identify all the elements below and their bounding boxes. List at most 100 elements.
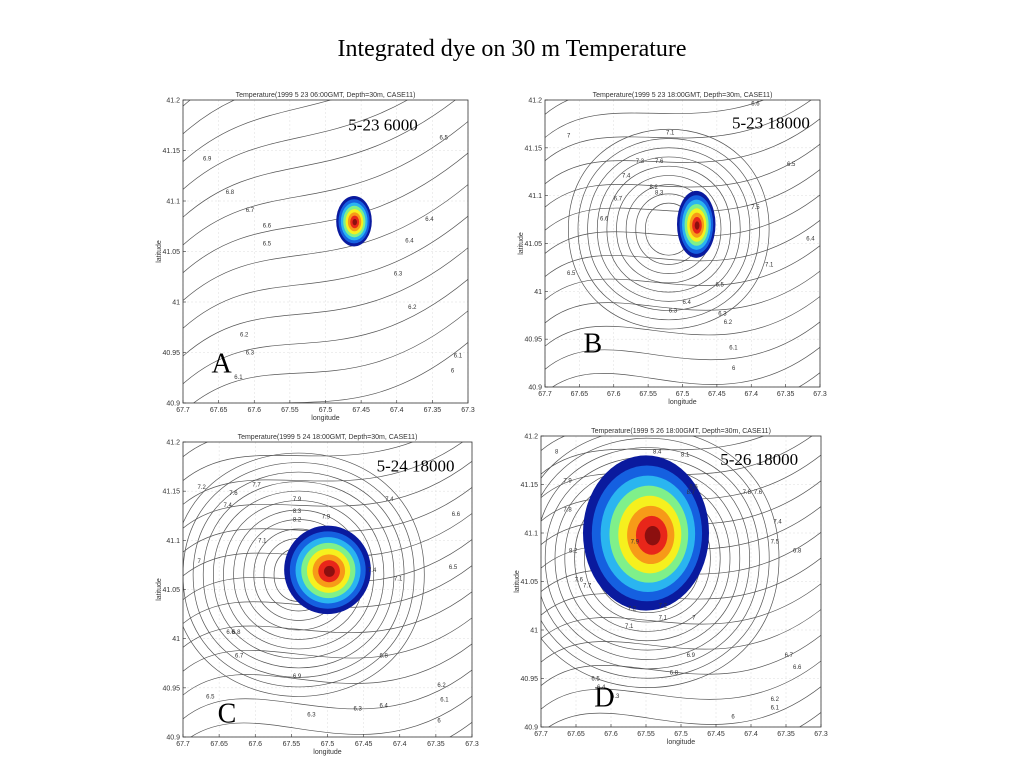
x-tick-label: 67.45 <box>708 391 726 398</box>
time-tag: 5-23 18000 <box>732 114 810 133</box>
contour-label: 6 <box>451 369 455 375</box>
contour-label: 7.9 <box>322 515 331 521</box>
contour-label: 8.3 <box>293 509 302 515</box>
x-tick-label: 67.45 <box>352 407 370 414</box>
y-tick-label: 40.9 <box>166 735 180 742</box>
contour-label: 6.2 <box>408 305 417 311</box>
x-axis-label: longitude <box>667 739 696 746</box>
plot-title: Temperature(1999 5 23 18:00GMT, Depth=30… <box>593 92 773 99</box>
contour-label: 6.4 <box>425 217 434 223</box>
contour-label: 7.1 <box>394 577 403 583</box>
x-tick-label: 67.5 <box>674 731 688 738</box>
contour-plot: 7.2 7.6 7.4 7.7 7.9 8.3 8.2 7.9 7.4 7.1 7 6.8 6.7 6.6… <box>156 434 479 756</box>
contour-labels: 6.6 7 7.1 7.3 7.4 7.6 8.28.3 7.5 7.1 6.5 6.7 6.6 6.5… <box>567 102 815 372</box>
y-tick-label: 41 <box>172 636 180 643</box>
contour-labels: 87.97.88.28.4 8.18.68.77.97.8 7.67.47.57.6… <box>555 449 802 720</box>
x-tick-label: 67.45 <box>707 731 725 738</box>
contour-label: 8.2 <box>293 518 302 524</box>
contour-label: 6.8 <box>793 548 802 554</box>
slide-title: Integrated dye on 30 m Temperature <box>337 36 687 62</box>
x-tick-label: 67.7 <box>176 407 190 414</box>
contour-label: 6.4 <box>597 685 606 691</box>
x-tick-label: 67.5 <box>676 391 690 398</box>
contour-label: 6 <box>731 714 735 720</box>
contour-label: 7.1 <box>625 624 634 630</box>
y-tick-label: 41.05 <box>162 587 180 594</box>
contour-label: 6.4 <box>806 237 815 243</box>
contour-label: 8.2 <box>650 185 659 191</box>
x-tick-label: 67.35 <box>777 731 795 738</box>
y-axis-label: latitude <box>156 578 163 601</box>
y-axis-label: latitude <box>518 232 525 255</box>
contour-label: 8.1 <box>681 452 690 458</box>
contour-label: 6.7 <box>235 653 244 659</box>
contour-label: 7.6 <box>754 490 763 496</box>
x-tick-label: 67.5 <box>321 741 335 748</box>
y-tick-label: 41.2 <box>524 434 538 441</box>
contour-label: 6.2 <box>724 320 733 326</box>
y-tick-label: 41.05 <box>162 249 180 256</box>
y-tick-label: 41.05 <box>524 241 542 248</box>
contour-label: 6.5 <box>787 162 796 168</box>
x-tick-label: 67.6 <box>248 741 262 748</box>
contour-labels: 6.9 6.8 6.7 6.6 6.5 6.5 6.4 6.4 6.3 6.3 6.2 6.2 6.1 6… <box>203 135 463 380</box>
contour-label: 6.2 <box>771 697 780 703</box>
contour-label: 6.8 <box>670 671 679 677</box>
dye-patch <box>583 455 709 611</box>
panel-letter: C <box>218 698 237 729</box>
x-tick-label: 67.6 <box>604 731 618 738</box>
contour-label: 6.2 <box>240 332 249 338</box>
contour-label: 6.7 <box>614 196 623 202</box>
panel-c: 7.2 7.6 7.4 7.7 7.9 8.3 8.2 7.9 7.4 7.1 7 6.8 6.7 6.6… <box>155 430 485 760</box>
dye-patch <box>677 190 716 258</box>
contour-label: 6.8 <box>232 630 241 636</box>
x-tick-label: 67.6 <box>607 391 621 398</box>
contour-label: 7.6 <box>575 578 584 584</box>
y-axis-label: latitude <box>156 240 163 263</box>
contour-label: 7.7 <box>583 583 592 589</box>
contour-label: 7.4 <box>223 503 232 509</box>
y-tick-label: 40.9 <box>528 385 542 392</box>
y-tick-label: 41.1 <box>166 199 180 206</box>
x-tick-label: 67.55 <box>637 731 655 738</box>
contour-label: 8 <box>555 449 559 455</box>
contour-label: 7.4 <box>622 173 631 179</box>
x-tick-label: 67.65 <box>567 731 585 738</box>
dye-patch <box>284 525 371 615</box>
panel-letter: D <box>594 683 614 714</box>
x-tick-label: 67.7 <box>538 391 552 398</box>
contour-label: 7.1 <box>666 130 675 136</box>
contour-label: 6.7 <box>246 208 255 214</box>
contour-label: 7.8 <box>563 508 572 514</box>
x-tick-label: 67.5 <box>319 407 333 414</box>
y-tick-label: 40.95 <box>520 676 538 683</box>
contour-label: 6 <box>437 718 441 724</box>
contour-label: 6.5 <box>206 695 215 701</box>
y-tick-label: 40.95 <box>162 350 180 357</box>
x-tick-label: 67.65 <box>571 391 589 398</box>
contour-label: 7.5 <box>751 205 760 211</box>
contour-label: 8.6 <box>689 484 698 490</box>
contour-label: 6.1 <box>729 346 738 352</box>
contour-label: 6.9 <box>203 157 212 163</box>
contour-label: 7.1 <box>765 262 774 268</box>
contour-label: 6.2 <box>437 683 446 689</box>
panel-b: 6.6 7 7.1 7.3 7.4 7.6 8.2 8.3 7.5 7.1 6.5 6.7 6.6 6.5… <box>515 88 835 418</box>
contour-label: 7.4 <box>773 519 782 525</box>
time-tag: 5-26 18000 <box>720 450 798 469</box>
contour-label: 8.3 <box>655 191 664 197</box>
contour-label: 6.6 <box>263 223 272 229</box>
contour-label: 6.5 <box>449 565 458 571</box>
x-tick-label: 67.4 <box>393 741 407 748</box>
y-tick-label: 41.05 <box>520 579 538 586</box>
contour-label: 6.4 <box>683 300 692 306</box>
contour-label: 7.4 <box>385 497 394 503</box>
y-tick-label: 40.9 <box>166 401 180 408</box>
contour-label: 6.6 <box>793 665 802 671</box>
y-axis-label: latitude <box>514 570 521 593</box>
plot-title: Temperature(1999 5 26 18:00GMT, Depth=30… <box>591 428 771 435</box>
contour-plot: 6.9 6.8 6.7 6.6 6.5 6.5 6.4 6.4 6.3 6.3 6.2 6.2 6.1 6… <box>156 92 475 422</box>
x-tick-label: 67.55 <box>281 407 299 414</box>
contour-label: 6.6 <box>226 630 235 636</box>
contour-plot: 87.97.88.28.4 8.18.68.77.97.8 7.67.47.57.6… <box>514 428 828 746</box>
